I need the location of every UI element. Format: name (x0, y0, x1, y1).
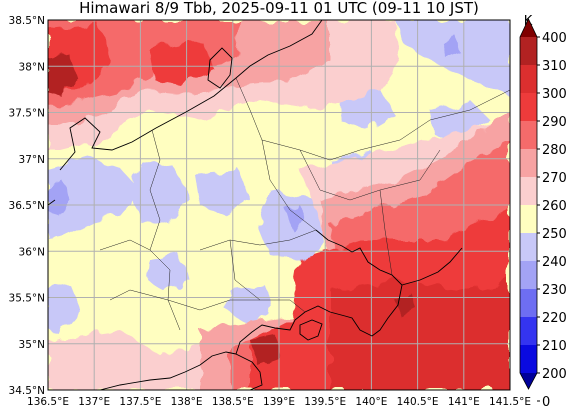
colorbar-band (520, 233, 537, 262)
colorbar-tick-label: 230 (542, 283, 567, 298)
lat-tick-label: 35.5°N (9, 293, 45, 305)
lon-tick-label: 137°E (78, 396, 110, 408)
colorbar-band (520, 121, 537, 150)
colorbar-tick-label: 300 (542, 87, 567, 102)
prefecture-boundaries (99, 77, 510, 331)
colorbar-band (520, 93, 537, 122)
map-gridlines (48, 20, 510, 390)
lat-tick-label: 35°N (19, 339, 45, 351)
colorbar-tick-label: 280 (542, 143, 567, 158)
lon-tick-label: 138.5°E (212, 396, 254, 408)
colorbar-band (520, 289, 537, 318)
colorbar-band (520, 37, 537, 66)
lon-tick-label: 137.5°E (119, 396, 161, 408)
longitude-tick-labels: 136.5°E 137°E 137.5°E 138°E 138.5°E 139°E 139.… (27, 396, 531, 408)
figure-title: Himawari 8/9 Tbb, 2025-09-11 01 UTC (09-… (79, 0, 479, 17)
colorbar-band (520, 149, 537, 178)
colorbar-tick-label: 0 (542, 395, 550, 409)
lon-tick-label: 139°E (263, 396, 295, 408)
lat-tick-label: 36°N (19, 246, 45, 258)
tbb-map (48, 20, 510, 390)
colorbar-tick-label: 400 (542, 31, 567, 46)
latitude-tick-labels: 38.5°N 38°N 37.5°N 37°N 36.5°N 36°N 35.5°N 35°N… (9, 15, 45, 397)
lon-tick-label: 140°E (355, 396, 387, 408)
lon-tick-label: 141°E (448, 396, 480, 408)
colorbar-tick-label: 200 (542, 367, 567, 382)
lat-tick-label: 34.5°N (9, 385, 45, 397)
colorbar-band (520, 205, 537, 234)
lat-tick-label: 38°N (19, 61, 45, 73)
colorbar-tick-label: 310 (542, 59, 567, 74)
colorbar-tick-label: 250 (542, 227, 567, 242)
lat-tick-label: 37.5°N (9, 108, 45, 120)
colorbar-tick-label: 210 (542, 339, 567, 354)
colorbar-extend-bottom (520, 373, 537, 389)
lon-tick-label: 138°E (171, 396, 203, 408)
lon-tick-label: 136.5°E (27, 396, 69, 408)
lon-tick-label: 139.5°E (304, 396, 346, 408)
colorbar: K 40031030029028027026025024023022021020… (519, 14, 567, 409)
colorbar-band (520, 261, 537, 290)
colorbar-tick-label: 220 (542, 311, 567, 326)
lon-tick-label: 141.5°E (489, 396, 531, 408)
lat-tick-label: 38.5°N (9, 15, 45, 27)
coastline (48, 20, 463, 390)
colorbar-tick-label: 270 (542, 171, 567, 186)
lat-tick-label: 37°N (19, 154, 45, 166)
map-frame (47, 19, 511, 391)
colorbar-band (520, 317, 537, 346)
lon-tick-label: 140.5°E (397, 396, 439, 408)
colorbar-band (520, 177, 537, 206)
sado-island (207, 47, 233, 89)
colorbar-tick-label: 240 (542, 255, 567, 270)
colorbar-extend-top (520, 19, 537, 37)
colorbar-tick-label: 290 (542, 115, 567, 130)
colorbar-band (520, 345, 537, 374)
lat-tick-label: 36.5°N (9, 200, 45, 212)
colorbar-tick-label: 260 (542, 199, 567, 214)
colorbar-band (520, 65, 537, 94)
